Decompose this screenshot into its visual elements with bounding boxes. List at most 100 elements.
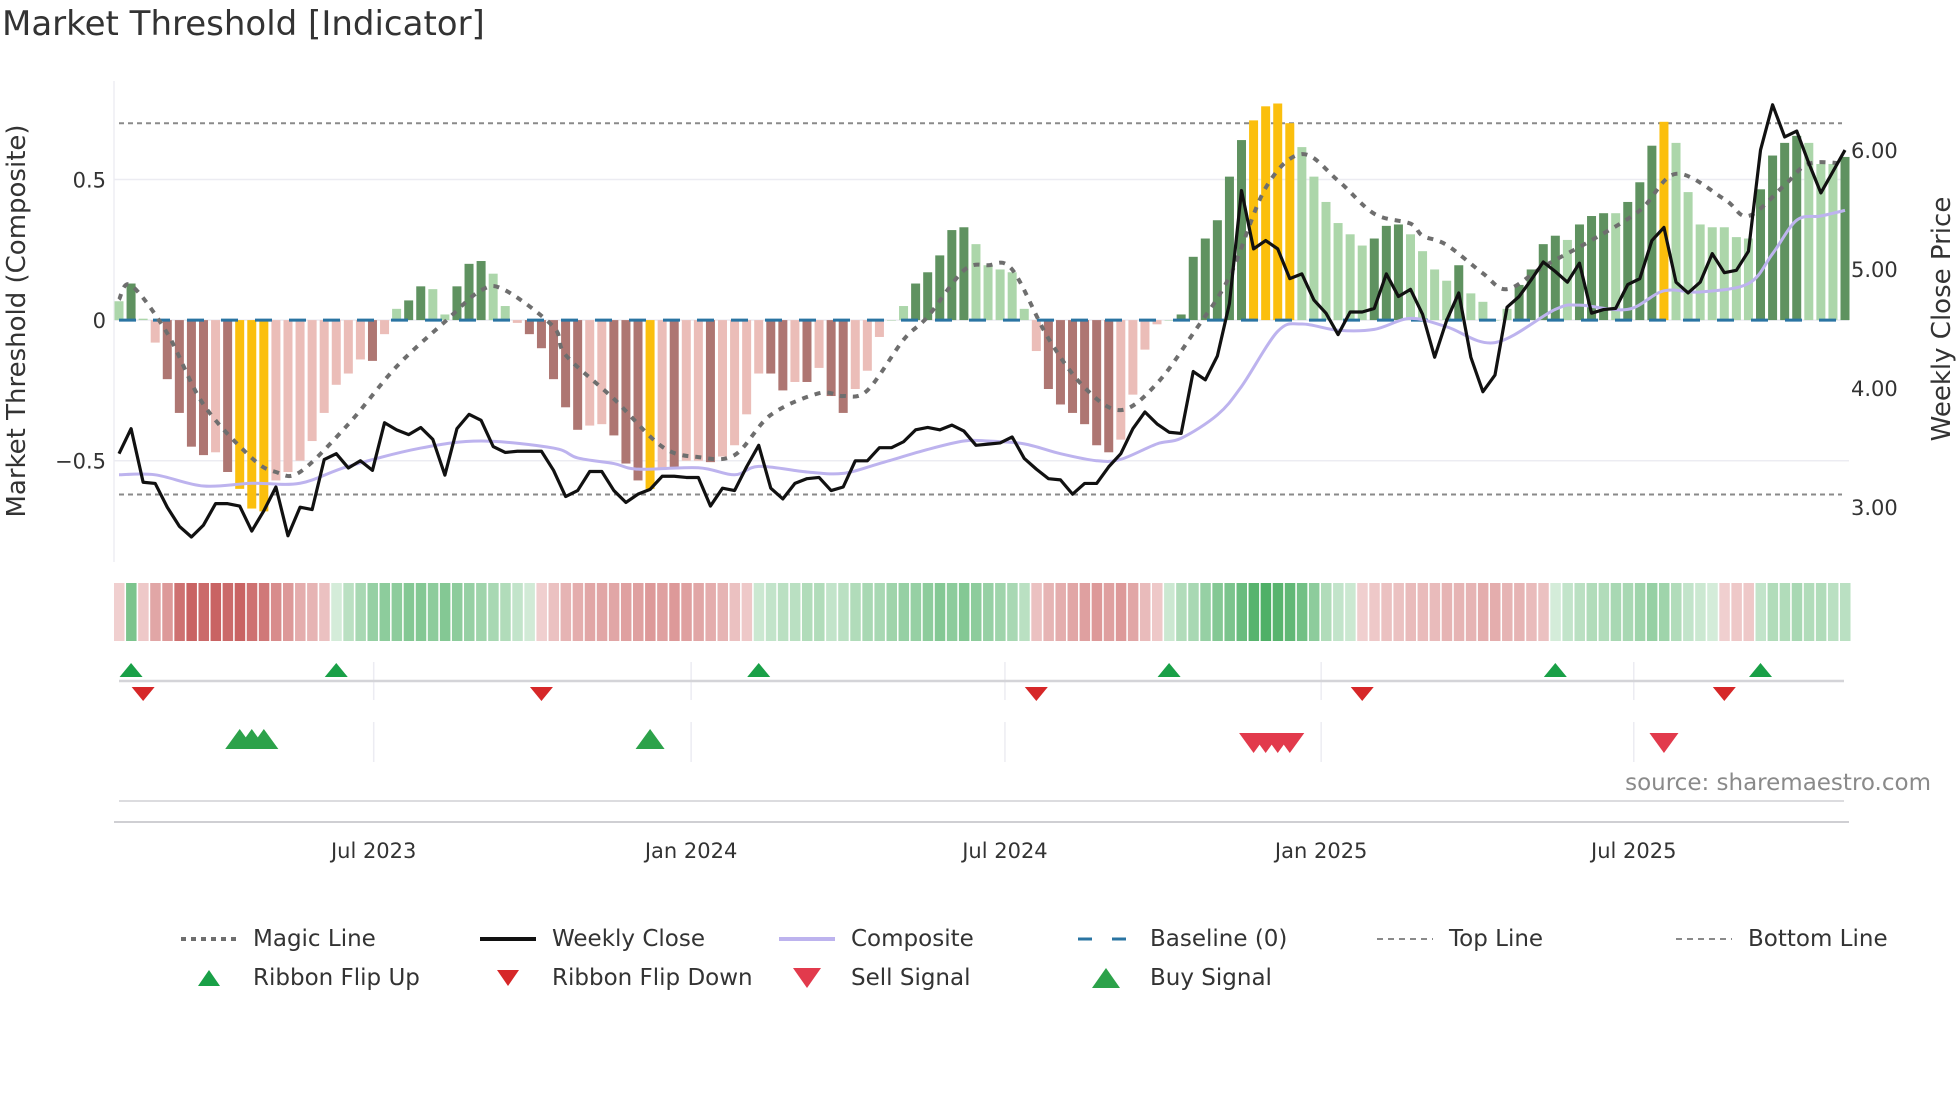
bar — [138, 318, 148, 321]
x-tick-label: Jul 2025 — [1589, 839, 1676, 863]
bar — [1068, 320, 1078, 413]
bar — [899, 306, 909, 321]
bar — [380, 320, 390, 335]
ribbon-cell — [1827, 583, 1839, 641]
bar — [1237, 140, 1247, 321]
bar — [1731, 237, 1741, 321]
sell-signal-marker — [1275, 733, 1305, 753]
bar — [500, 306, 510, 321]
ribbon-cell — [391, 583, 403, 641]
ribbon-flip-up-marker — [1543, 663, 1567, 677]
bar — [416, 286, 426, 321]
ribbon-cell — [693, 583, 704, 641]
ribbon-cell — [1127, 583, 1139, 641]
ribbon-cell — [838, 583, 849, 641]
left-tick-label: −0.5 — [55, 450, 106, 474]
bar — [1514, 284, 1524, 321]
bar — [1152, 320, 1162, 325]
ribbon-cell — [198, 583, 209, 641]
bar — [609, 320, 619, 436]
bar — [693, 320, 703, 461]
ribbon-cell — [1393, 583, 1404, 641]
ribbon-cell — [524, 583, 535, 641]
ribbon-cell — [1043, 583, 1054, 641]
ribbon-cell — [850, 583, 861, 641]
right-tick-label: 3.00 — [1851, 496, 1898, 520]
bar — [838, 320, 848, 413]
bar — [850, 320, 860, 390]
ribbon-cell — [1236, 583, 1248, 641]
ribbon-cell — [1598, 583, 1610, 641]
buy-signal-marker — [635, 729, 665, 749]
bar — [1574, 224, 1584, 321]
ribbon-cell — [1707, 583, 1718, 641]
bar — [1635, 182, 1645, 321]
ribbon-cell — [548, 583, 560, 641]
ribbon-cell — [1405, 583, 1416, 641]
ribbon-cell — [1224, 583, 1235, 641]
bar — [1164, 320, 1174, 321]
ribbon-cell — [584, 583, 596, 641]
bar — [1792, 135, 1802, 321]
ribbon-flip-down-marker — [1024, 687, 1048, 701]
ribbon-cell — [246, 583, 258, 641]
ribbon-cell — [415, 583, 427, 641]
bar — [1212, 220, 1222, 321]
ribbon-flip-up-marker — [747, 663, 771, 677]
ribbon-cell — [789, 583, 801, 641]
bar — [1007, 272, 1017, 321]
bar — [790, 320, 800, 382]
ribbon-cell — [1767, 583, 1779, 641]
ribbon-cell — [1465, 583, 1477, 641]
bar — [597, 320, 607, 425]
bar — [174, 320, 184, 413]
ribbon-cell — [1369, 583, 1380, 641]
grid-lines — [113, 81, 1849, 762]
ribbon-flip-down-marker — [1350, 687, 1374, 701]
ribbon-cell — [572, 583, 584, 641]
ribbon-cell — [729, 583, 741, 641]
ribbon-cell — [983, 583, 994, 641]
bar — [886, 320, 896, 321]
ribbon-cell — [1152, 583, 1163, 641]
ribbon-cell — [1260, 583, 1272, 641]
bar — [935, 255, 945, 321]
bar — [198, 320, 208, 456]
ribbon-cell — [669, 583, 680, 641]
bar — [959, 227, 969, 321]
bar — [681, 320, 691, 461]
bar — [971, 244, 981, 321]
bar — [874, 320, 884, 337]
ribbon-cell — [1441, 583, 1453, 641]
ribbon-cell — [1345, 583, 1356, 641]
ribbon-cell — [898, 583, 910, 641]
bar — [235, 320, 245, 489]
chart-title: Market Threshold [Indicator] — [2, 4, 485, 44]
ribbon — [114, 583, 1851, 641]
right-tick-label: 6.00 — [1851, 139, 1898, 163]
ribbon-cell — [403, 583, 415, 641]
bar — [476, 261, 486, 321]
ribbon-cell — [1176, 583, 1187, 641]
ribbon-cell — [126, 583, 137, 641]
ribbon-cell — [1115, 583, 1127, 641]
bar — [911, 283, 921, 321]
composite-line — [118, 208, 1846, 488]
bar — [392, 308, 402, 321]
bar — [718, 320, 727, 457]
bar — [1816, 163, 1826, 321]
ribbon-cell — [138, 583, 149, 641]
bar — [1538, 244, 1548, 321]
ribbon-cell — [270, 583, 282, 641]
bar — [826, 320, 836, 397]
ribbon-cell — [343, 583, 354, 641]
bar — [1333, 223, 1343, 321]
bar — [1683, 192, 1693, 321]
bar — [488, 273, 498, 321]
bar — [923, 272, 933, 321]
bar — [1345, 234, 1355, 321]
bar — [271, 320, 281, 481]
bar — [1043, 320, 1053, 390]
ribbon-cell — [1489, 583, 1501, 641]
